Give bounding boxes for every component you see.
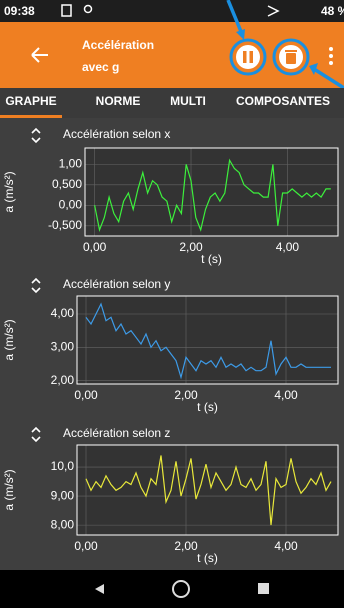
delete-button[interactable] <box>279 45 303 69</box>
x-tick-label: 2,00 <box>174 539 198 553</box>
chart-title: Accélération selon z <box>63 426 170 440</box>
data-line <box>85 455 332 526</box>
chart-title: Accélération selon y <box>63 277 170 291</box>
y-tick-label: 10,0 <box>51 459 75 473</box>
menu-dot <box>329 47 333 51</box>
status-time: 09:38 <box>4 4 35 18</box>
y-tick-label: 0,500 <box>52 177 82 191</box>
x-tick-label: 0,00 <box>83 240 107 254</box>
plot-border <box>76 295 339 385</box>
chart-title: Accélération selon x <box>63 127 170 141</box>
tab-indicator <box>0 115 62 118</box>
pause-bar <box>249 51 253 63</box>
data-line <box>94 158 331 233</box>
plot-area <box>85 148 338 236</box>
y-tick-label: 2,00 <box>51 373 75 387</box>
highlight-ring <box>272 38 310 76</box>
data-line <box>85 302 331 380</box>
status-icon <box>267 5 280 17</box>
pause-bar <box>243 51 247 63</box>
trash-lid <box>285 50 297 52</box>
annotation-arrowhead <box>236 29 245 40</box>
y-tick-label: 3,00 <box>51 340 75 354</box>
x-tick-label: 0,00 <box>74 388 98 402</box>
annotation-arrowhead <box>309 63 318 75</box>
tab-bar <box>0 88 344 118</box>
status-icon <box>61 4 72 17</box>
x-tick-label: 2,00 <box>174 388 198 402</box>
tab[interactable]: NORME <box>96 94 141 108</box>
y-tick-label: 9,00 <box>51 488 75 502</box>
status-bar <box>0 0 344 22</box>
expand-icon <box>31 426 41 443</box>
x-tick-label: 4,00 <box>274 388 298 402</box>
menu-dot <box>329 54 333 58</box>
y-tick-label: 4,00 <box>51 306 75 320</box>
y-tick-label: 0,00 <box>59 197 83 211</box>
toolbar-subtitle: avec g <box>82 60 119 74</box>
status-battery: 48 % <box>321 4 344 18</box>
x-axis-label: t (s) <box>197 400 218 414</box>
y-tick-label: 8,00 <box>51 517 75 531</box>
menu-button[interactable] <box>329 47 333 65</box>
menu-dot <box>329 61 333 65</box>
plot-border <box>84 147 339 237</box>
annotation-arrow <box>313 67 344 90</box>
nav-recent[interactable] <box>258 583 269 594</box>
status-icon <box>83 4 93 14</box>
toolbar-title: Accélération <box>82 38 154 52</box>
nav-back[interactable] <box>95 584 104 594</box>
y-axis-label: a (m/s²) <box>2 319 16 360</box>
highlight-ring <box>229 38 267 76</box>
tab[interactable]: MULTI <box>170 94 206 108</box>
back-button[interactable] <box>31 47 48 63</box>
plot-border <box>76 444 339 536</box>
x-tick-label: 2,00 <box>179 240 203 254</box>
y-axis-label: a (m/s²) <box>2 469 16 510</box>
tab[interactable]: COMPOSANTES <box>236 94 330 108</box>
pause-button[interactable] <box>236 45 260 69</box>
nav-home[interactable] <box>172 580 190 598</box>
plot-area <box>77 296 338 384</box>
x-axis-label: t (s) <box>201 252 222 266</box>
annotation-arrow <box>226 0 244 35</box>
x-tick-label: 0,00 <box>74 539 98 553</box>
expand-icon <box>31 277 41 294</box>
x-tick-label: 4,00 <box>276 240 300 254</box>
expand-icon <box>31 127 41 144</box>
x-tick-label: 4,00 <box>274 539 298 553</box>
y-tick-label: 1,00 <box>59 157 83 171</box>
y-tick-label: -0,500 <box>48 218 82 232</box>
trash-body <box>286 53 296 64</box>
tab[interactable]: GRAPHE <box>5 94 56 108</box>
x-axis-label: t (s) <box>197 551 218 565</box>
y-axis-label: a (m/s²) <box>2 171 16 212</box>
pause-bg <box>236 45 260 69</box>
plot-area <box>77 445 338 535</box>
